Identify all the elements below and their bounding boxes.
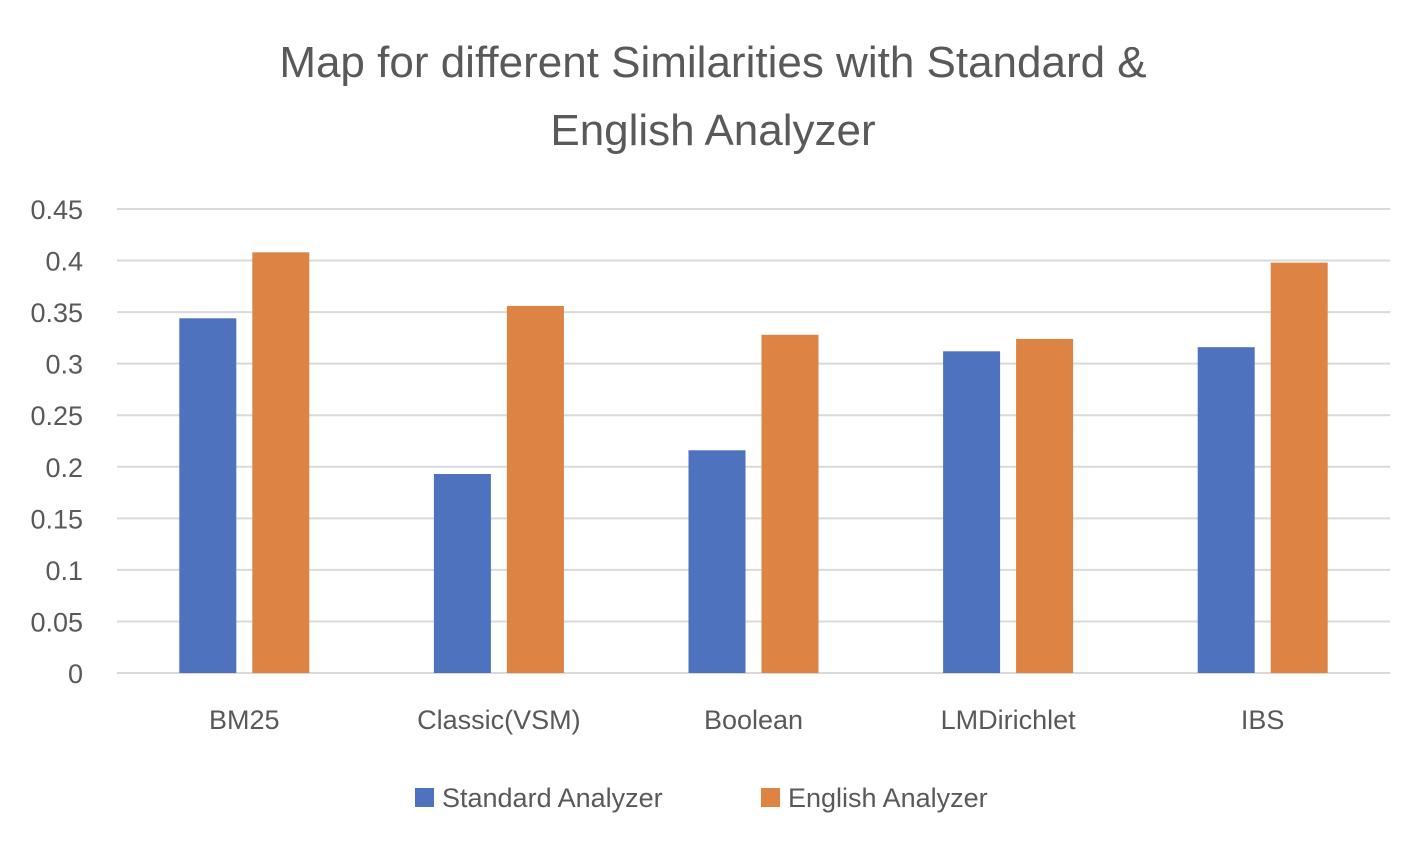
- chart-title: Map for different Similarities with Stan…: [279, 38, 1146, 155]
- bar-classic-vsm-english-analyzer: [506, 305, 564, 673]
- y-tick-label: 0.45: [30, 195, 83, 225]
- bar-bm25-english-analyzer: [252, 252, 310, 673]
- legend-label: English Analyzer: [788, 783, 988, 813]
- bar-boolean-standard-analyzer: [688, 450, 746, 673]
- legend: Standard Analyzer English Analyzer: [415, 783, 988, 813]
- legend-swatch: [415, 788, 434, 807]
- x-category-label: Classic(VSM): [417, 705, 581, 735]
- gridlines: [117, 208, 1390, 674]
- legend-item-standard-analyzer: Standard Analyzer: [415, 783, 663, 813]
- chart-title-line-1: Map for different Similarities with Stan…: [279, 38, 1146, 87]
- x-category-label: IBS: [1241, 705, 1285, 735]
- bars: [179, 252, 1328, 673]
- y-tick-label: 0: [68, 659, 83, 689]
- bar-ibs-standard-analyzer: [1197, 347, 1255, 673]
- y-tick-label: 0.1: [45, 556, 83, 586]
- bar-lmdirichlet-standard-analyzer: [943, 351, 1001, 673]
- bar-lmdirichlet-english-analyzer: [1016, 338, 1074, 673]
- legend-item-english-analyzer: English Analyzer: [761, 783, 988, 813]
- x-axis-category-labels: BM25 Classic(VSM) Boolean LMDirichlet IBS: [209, 705, 1284, 735]
- y-tick-label: 0.35: [30, 298, 83, 328]
- bar-classic-vsm-standard-analyzer: [433, 473, 491, 673]
- y-tick-label: 0.4: [45, 247, 83, 277]
- y-tick-label: 0.25: [30, 401, 83, 431]
- y-tick-label: 0.15: [30, 504, 83, 534]
- x-category-label: Boolean: [704, 705, 803, 735]
- x-category-label: LMDirichlet: [941, 705, 1077, 735]
- y-axis-tick-labels: 0 0.05 0.1 0.15 0.2 0.25 0.3 0.35 0.4 0.45: [30, 195, 83, 689]
- y-tick-label: 0.2: [45, 453, 83, 483]
- bar-ibs-english-analyzer: [1270, 262, 1328, 673]
- bar-bm25-standard-analyzer: [179, 318, 237, 673]
- legend-swatch: [761, 788, 780, 807]
- chart-title-line-2: English Analyzer: [550, 106, 875, 155]
- y-tick-label: 0.3: [45, 350, 83, 380]
- x-category-label: BM25: [209, 705, 280, 735]
- bar-boolean-english-analyzer: [761, 334, 819, 673]
- legend-label: Standard Analyzer: [442, 783, 663, 813]
- y-tick-label: 0.05: [30, 607, 83, 637]
